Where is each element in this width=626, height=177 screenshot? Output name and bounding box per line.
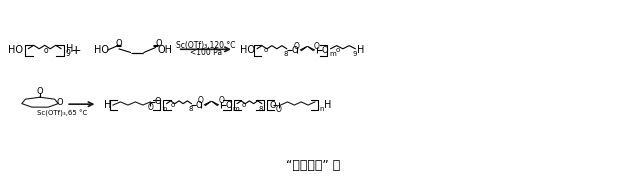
Text: n: n	[320, 105, 324, 112]
Text: O: O	[115, 39, 122, 48]
Text: HO: HO	[8, 45, 23, 55]
Text: O: O	[314, 42, 320, 51]
Text: o: o	[336, 47, 340, 53]
Text: H: H	[103, 100, 111, 110]
Text: O: O	[291, 46, 298, 55]
Text: O: O	[269, 101, 276, 110]
Text: O: O	[225, 101, 232, 110]
Text: m: m	[233, 105, 239, 112]
Text: O: O	[147, 103, 153, 112]
Text: O: O	[37, 87, 43, 96]
Text: o: o	[242, 102, 245, 108]
Text: O: O	[56, 98, 63, 107]
Text: O: O	[155, 39, 162, 48]
Text: O: O	[294, 42, 300, 51]
Text: HO: HO	[94, 45, 109, 55]
Text: Sc(OTf)₃,65 °C: Sc(OTf)₃,65 °C	[37, 110, 87, 117]
Text: o: o	[44, 46, 48, 55]
Text: o: o	[263, 47, 267, 53]
Text: m: m	[329, 51, 336, 57]
Text: <100 Pa: <100 Pa	[190, 48, 222, 57]
Text: “一锅两步” 法: “一锅两步” 法	[286, 159, 340, 172]
Text: o: o	[171, 102, 175, 108]
Text: O: O	[198, 96, 203, 105]
Text: 9: 9	[66, 49, 71, 58]
Text: 8: 8	[284, 51, 288, 57]
Text: +: +	[71, 44, 81, 57]
Text: H: H	[66, 44, 73, 54]
Text: n: n	[162, 105, 167, 112]
Text: 8: 8	[259, 105, 264, 112]
Text: O: O	[218, 96, 224, 105]
Text: OH: OH	[157, 45, 172, 55]
Text: O: O	[154, 97, 161, 106]
Text: O: O	[276, 105, 282, 114]
Text: 9: 9	[352, 51, 357, 57]
Text: H: H	[324, 100, 332, 110]
Text: H: H	[357, 45, 364, 55]
Text: O: O	[195, 101, 202, 110]
Text: Sc(OTf)₃,120 °C: Sc(OTf)₃,120 °C	[176, 41, 235, 50]
Text: O: O	[322, 46, 329, 55]
Text: HO: HO	[240, 45, 255, 55]
Text: 8: 8	[188, 105, 193, 112]
